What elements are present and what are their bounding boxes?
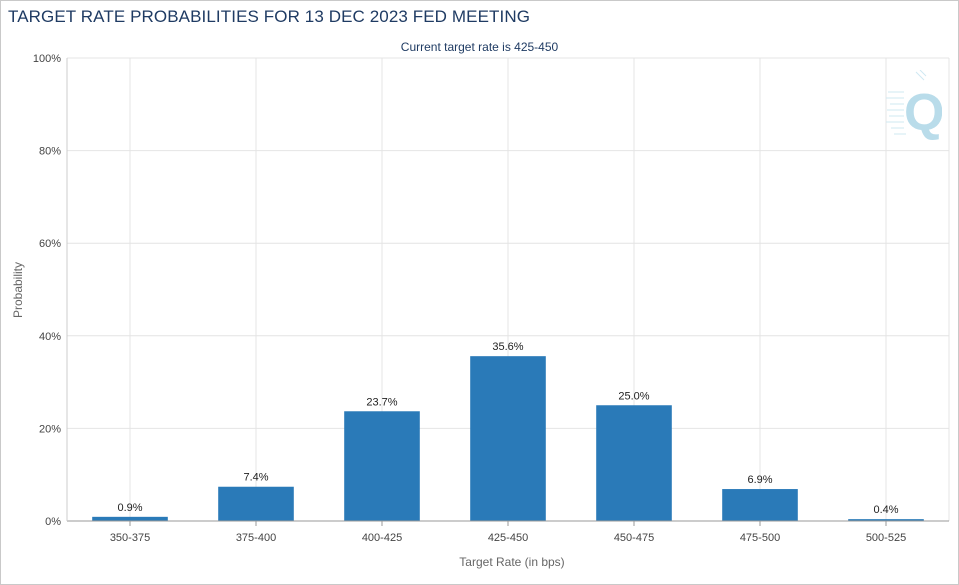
- axes: 0% 20% 40% 60% 80% 100% 350-375 375-400 400-425 4…: [33, 53, 949, 544]
- bar-425-450: [470, 356, 546, 521]
- y-tick-label: 100%: [33, 53, 61, 65]
- data-label-475-500: 6.9%: [747, 474, 772, 486]
- data-labels: 0.9% 7.4% 23.7% 35.6% 25.0% 6.9% 0.4%: [117, 341, 898, 516]
- bar-400-425: [344, 411, 420, 521]
- x-tick-label: 475-500: [740, 532, 780, 544]
- y-tick-label: 60%: [39, 238, 61, 250]
- x-tick-label: 500-525: [866, 532, 906, 544]
- y-tick-label: 80%: [39, 146, 61, 158]
- x-tick-label: 450-475: [614, 532, 654, 544]
- data-label-500-525: 0.4%: [873, 504, 898, 516]
- x-axis-title: Target Rate (in bps): [459, 555, 564, 569]
- bar-375-400: [218, 486, 294, 521]
- data-label-375-400: 7.4%: [243, 472, 268, 484]
- chart-subtitle: Current target rate is 425-450: [400, 40, 559, 54]
- bar-450-475: [596, 405, 672, 521]
- data-label-350-375: 0.9%: [117, 502, 142, 514]
- y-tick-label: 0%: [45, 516, 61, 528]
- x-tick-label: 425-450: [488, 532, 528, 544]
- q-logo-icon: Q: [886, 69, 944, 150]
- svg-text:Q: Q: [904, 84, 942, 142]
- data-label-425-450: 35.6%: [492, 341, 523, 353]
- y-tick-label: 20%: [39, 423, 61, 435]
- bars: [92, 356, 924, 521]
- data-label-400-425: 23.7%: [366, 396, 397, 408]
- x-tick-label: 375-400: [236, 532, 276, 544]
- bar-350-375: [92, 516, 168, 521]
- bar-475-500: [722, 489, 798, 521]
- y-axis-title: Probability: [11, 262, 25, 318]
- bar-500-525: [848, 519, 924, 521]
- chart-title: TARGET RATE PROBABILITIES FOR 13 DEC 202…: [8, 7, 531, 26]
- data-label-450-475: 25.0%: [618, 390, 649, 402]
- y-tick-label: 40%: [39, 331, 61, 343]
- x-tick-label: 350-375: [110, 532, 150, 544]
- x-tick-label: 400-425: [362, 532, 402, 544]
